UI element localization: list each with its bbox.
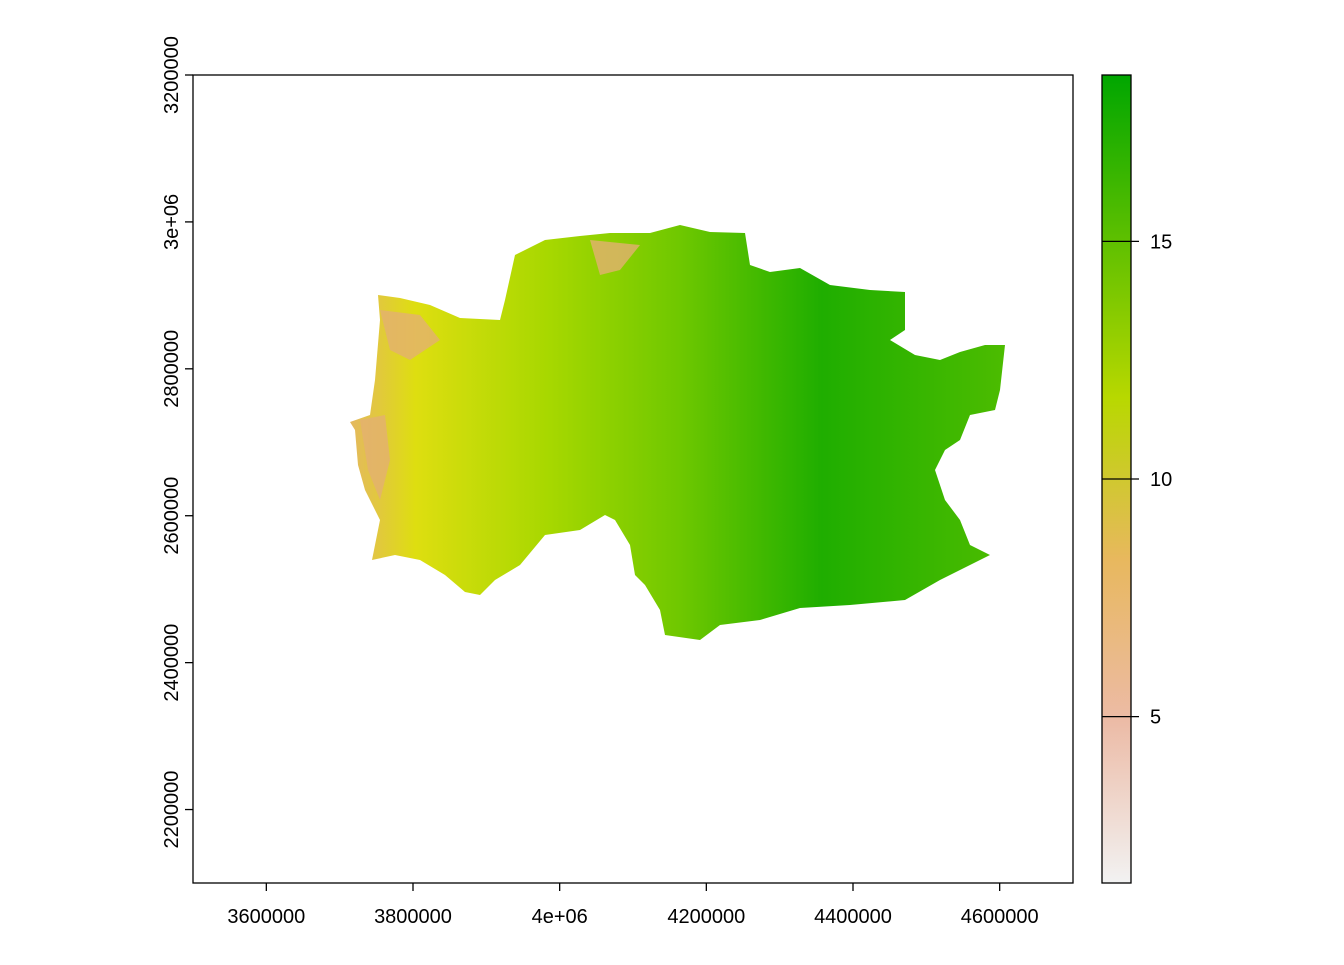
legend-tick-label: 5 (1150, 707, 1161, 729)
y-tick-label: 3200000 (161, 36, 183, 114)
x-tick-label: 4600000 (961, 906, 1039, 928)
y-tick-label: 2200000 (161, 771, 183, 849)
x-tick-label: 4e+06 (532, 906, 588, 928)
x-tick-label: 4200000 (667, 906, 745, 928)
raster-region (350, 225, 1005, 640)
legend-tick-label: 15 (1150, 231, 1172, 253)
x-tick-label: 4400000 (814, 906, 892, 928)
y-tick-label: 2600000 (161, 477, 183, 555)
y-tick-label: 3e+06 (161, 194, 183, 250)
x-tick-label: 3800000 (374, 906, 452, 928)
legend-tick-label: 10 (1150, 469, 1172, 491)
plot-frame (192, 74, 1074, 884)
y-tick-label: 2400000 (161, 624, 183, 702)
y-tick-label: 2800000 (161, 330, 183, 408)
x-tick-label: 3600000 (227, 906, 305, 928)
